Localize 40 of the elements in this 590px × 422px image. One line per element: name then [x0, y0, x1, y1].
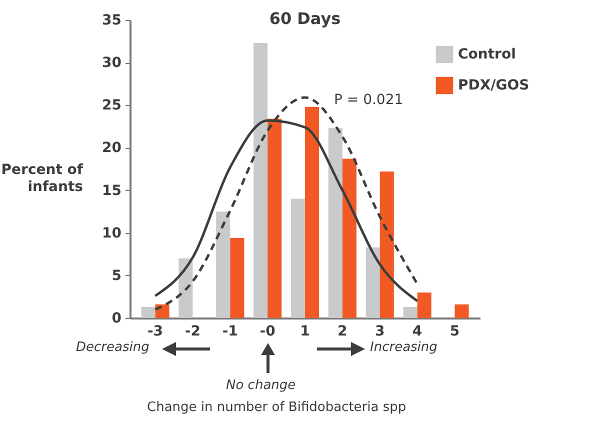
bar [290, 198, 305, 318]
bar [254, 42, 268, 318]
bar [454, 304, 469, 318]
bar [305, 106, 320, 318]
x-tick-label: 4 [412, 324, 422, 340]
x-tick-label: 3 [374, 324, 385, 340]
y-tick-label: 15 [102, 182, 122, 199]
text: Decreasing [76, 340, 150, 355]
y-tick-label: 20 [102, 140, 122, 156]
bar [268, 118, 282, 318]
y-tick-label: 0 [112, 310, 122, 326]
bar [380, 172, 394, 318]
y-tick-label: 35 [102, 12, 122, 28]
bar [417, 292, 432, 318]
y-tick-label: 10 [102, 225, 122, 242]
bar [366, 247, 380, 318]
x-tick-label: -3 [147, 324, 164, 340]
x-tick-label: -1 [222, 324, 238, 340]
x-tick-label: -2 [184, 324, 200, 340]
bar [141, 306, 156, 318]
bar [216, 212, 230, 318]
y-tick-label: 30 [102, 55, 122, 72]
bar [403, 306, 418, 318]
y-tick-label: 5 [112, 268, 122, 284]
x-tick-label: 2 [338, 324, 348, 340]
y-axis-title: Percent of infants [1, 162, 84, 195]
x-tick-label: -0 [260, 324, 276, 340]
bar [342, 158, 356, 318]
legend-label: PDX/GOS [458, 78, 530, 94]
bar [230, 238, 244, 318]
legend-label: Control [458, 46, 516, 62]
chart-title: 60 Days [269, 9, 341, 28]
annotation: P = 0.021 [334, 92, 404, 108]
y-tick-label: 25 [102, 98, 122, 114]
text: No change [226, 378, 296, 393]
text: Change in number of Bifidobacteria spp [147, 400, 406, 415]
x-tick-label: 1 [300, 324, 310, 340]
x-tick-label: 5 [450, 324, 460, 340]
bar [328, 128, 342, 318]
text: Increasing [370, 340, 438, 355]
